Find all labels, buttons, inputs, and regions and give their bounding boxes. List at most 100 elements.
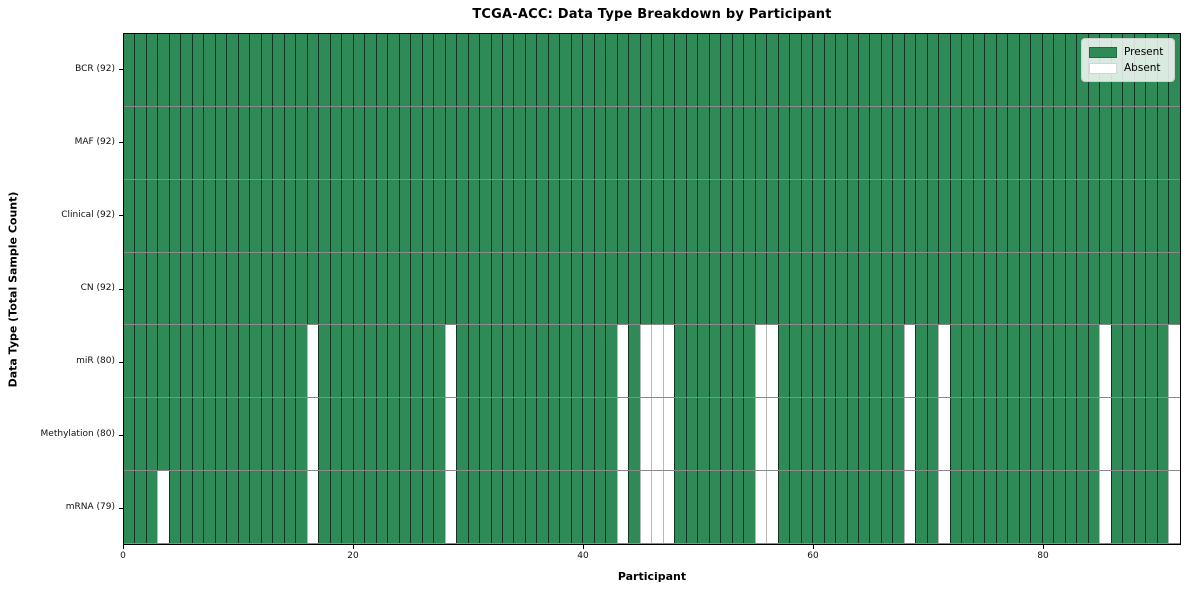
heatmap-cell bbox=[926, 179, 939, 252]
heatmap-cell bbox=[364, 325, 376, 398]
heatmap-cell bbox=[1122, 471, 1134, 544]
heatmap-cell bbox=[295, 252, 307, 325]
heatmap-cell bbox=[145, 179, 158, 252]
heatmap-cell bbox=[398, 179, 411, 252]
heatmap-cell bbox=[237, 325, 250, 398]
heatmap-cell bbox=[329, 34, 342, 106]
heatmap-cell bbox=[639, 398, 652, 471]
heatmap-cell bbox=[1053, 398, 1065, 471]
heatmap-cell bbox=[180, 252, 192, 325]
heatmap-cell bbox=[536, 398, 548, 471]
heatmap-cell bbox=[731, 106, 744, 179]
heatmap-cell bbox=[203, 471, 215, 544]
heatmap-cell bbox=[1041, 179, 1054, 252]
heatmap-cell bbox=[329, 179, 342, 252]
heatmap-cell bbox=[984, 471, 996, 544]
heatmap-cell bbox=[926, 325, 939, 398]
heatmap-cell bbox=[318, 252, 330, 325]
heatmap-cell bbox=[1099, 106, 1111, 179]
heatmap-cell bbox=[444, 471, 457, 544]
heatmap-cell bbox=[766, 398, 778, 471]
heatmap-cell bbox=[1076, 325, 1088, 398]
heatmap-cell bbox=[226, 471, 238, 544]
y-tick-label: MAF (92) bbox=[74, 136, 115, 147]
heatmap-cell bbox=[157, 398, 169, 471]
heatmap-cell bbox=[972, 179, 985, 252]
heatmap-cell bbox=[398, 34, 411, 106]
heatmap-cell bbox=[124, 179, 135, 252]
heatmap-cell bbox=[593, 252, 606, 325]
heatmap-cell bbox=[203, 325, 215, 398]
heatmap-cell bbox=[708, 252, 721, 325]
heatmap-cell bbox=[444, 398, 457, 471]
heatmap-cell bbox=[789, 179, 801, 252]
heatmap-cell bbox=[295, 106, 307, 179]
heatmap-cell bbox=[789, 471, 801, 544]
heatmap-cell bbox=[800, 179, 813, 252]
x-tick-label: 0 bbox=[120, 551, 126, 561]
heatmap-cell bbox=[134, 179, 146, 252]
heatmap-cell bbox=[272, 398, 284, 471]
heatmap-cell bbox=[1018, 179, 1031, 252]
heatmap-cell bbox=[341, 106, 353, 179]
legend: Present Absent bbox=[1081, 38, 1175, 82]
heatmap-cell bbox=[628, 252, 640, 325]
heatmap-cell bbox=[743, 325, 755, 398]
heatmap-cell bbox=[410, 106, 422, 179]
heatmap-cell bbox=[524, 471, 537, 544]
heatmap-cell bbox=[708, 34, 721, 106]
heatmap-cell bbox=[410, 179, 422, 252]
heatmap-cell bbox=[984, 106, 996, 179]
heatmap-cell bbox=[800, 34, 813, 106]
heatmap-cell bbox=[720, 106, 732, 179]
heatmap-cell bbox=[1064, 106, 1077, 179]
heatmap-cell bbox=[903, 179, 916, 252]
heatmap-cell bbox=[1053, 252, 1065, 325]
heatmap-cell bbox=[949, 252, 962, 325]
heatmap-cell bbox=[341, 179, 353, 252]
heatmap-cell bbox=[479, 471, 491, 544]
heatmap-cell bbox=[1030, 471, 1042, 544]
heatmap-cell bbox=[1133, 252, 1146, 325]
heatmap-cell bbox=[616, 398, 629, 471]
heatmap-cell bbox=[444, 325, 457, 398]
heatmap-cell bbox=[295, 179, 307, 252]
heatmap-cell bbox=[777, 106, 790, 179]
heatmap-cell bbox=[789, 325, 801, 398]
heatmap-cell bbox=[685, 34, 698, 106]
heatmap-cell bbox=[387, 398, 399, 471]
heatmap-cell bbox=[306, 398, 319, 471]
y-tick-label: CN (92) bbox=[80, 283, 115, 293]
heatmap-cell bbox=[708, 106, 721, 179]
heatmap-cell bbox=[800, 106, 813, 179]
heatmap-cell bbox=[456, 34, 468, 106]
heatmap-cell bbox=[145, 471, 158, 544]
heatmap-cell bbox=[1030, 252, 1042, 325]
heatmap-cell bbox=[283, 179, 296, 252]
heatmap-cell bbox=[754, 106, 767, 179]
heatmap-cell bbox=[1110, 179, 1123, 252]
heatmap-cell bbox=[410, 398, 422, 471]
heatmap-cell bbox=[433, 471, 445, 544]
heatmap-cell bbox=[444, 106, 457, 179]
heatmap-cell bbox=[145, 34, 158, 106]
heatmap-cell bbox=[479, 34, 491, 106]
heatmap-cell bbox=[915, 106, 927, 179]
heatmap-cell bbox=[812, 179, 824, 252]
heatmap-cell bbox=[1007, 252, 1019, 325]
heatmap-cell bbox=[777, 179, 790, 252]
heatmap-cell bbox=[375, 179, 388, 252]
heatmap-cell bbox=[1122, 179, 1134, 252]
heatmap-cell bbox=[766, 325, 778, 398]
heatmap-cell bbox=[949, 34, 962, 106]
heatmap-cell bbox=[938, 179, 950, 252]
heatmap-cell bbox=[697, 471, 709, 544]
heatmap-cell bbox=[329, 325, 342, 398]
heatmap-cell bbox=[433, 106, 445, 179]
heatmap-cell bbox=[616, 471, 629, 544]
heatmap-cell bbox=[329, 106, 342, 179]
heatmap-cell bbox=[467, 398, 480, 471]
heatmap-cell bbox=[720, 179, 732, 252]
heatmap-cell bbox=[260, 179, 273, 252]
heatmap-cell bbox=[536, 106, 548, 179]
